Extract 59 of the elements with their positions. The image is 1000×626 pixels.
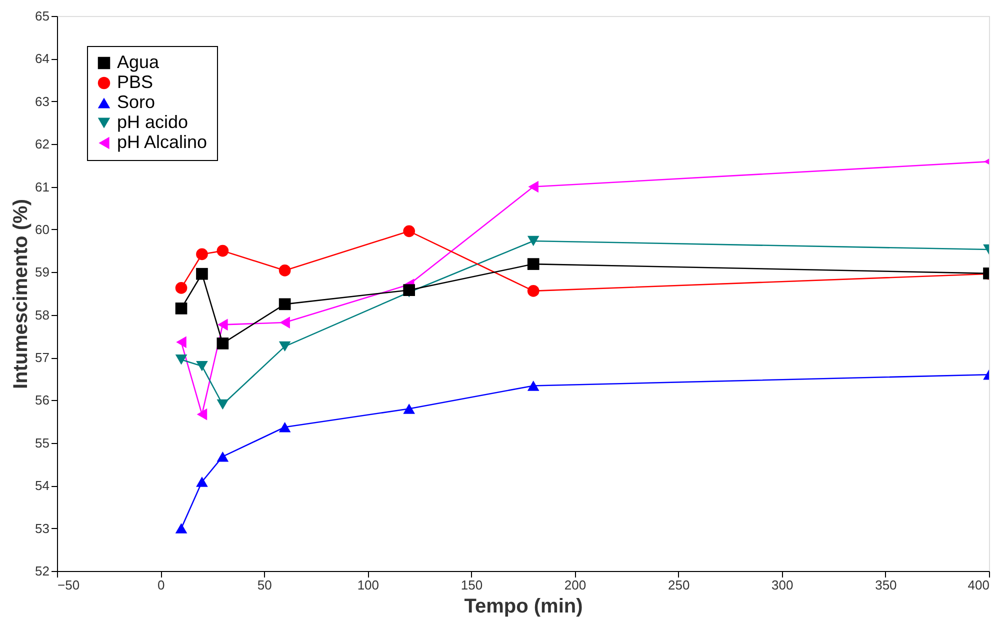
- point: [278, 264, 291, 276]
- y-tick-label: 57: [35, 350, 50, 366]
- x-tick-label: 100: [357, 578, 380, 592]
- x-axis-title: Tempo (min): [464, 596, 583, 618]
- point: [403, 404, 416, 414]
- point: [216, 338, 229, 350]
- point: [196, 408, 208, 420]
- point: [196, 268, 208, 280]
- point: [216, 451, 229, 462]
- y-tick-label: 59: [35, 264, 50, 280]
- x-tick-label: 250: [668, 578, 690, 592]
- legend-label: pH acido: [117, 112, 188, 132]
- point: [216, 399, 229, 410]
- legend-label: Soro: [117, 92, 156, 112]
- x-tick-label: 300: [772, 578, 794, 592]
- point: [175, 523, 188, 534]
- point: [280, 316, 290, 328]
- point: [196, 476, 208, 487]
- point: [278, 298, 291, 310]
- y-tick-label: 56: [35, 392, 50, 408]
- y-axis-title: Intumescimento (%): [10, 198, 32, 390]
- point: [528, 180, 538, 193]
- point: [196, 360, 208, 372]
- point: [527, 380, 540, 391]
- y-tick-label: 55: [35, 435, 50, 450]
- point: [527, 285, 540, 297]
- point: [216, 244, 229, 257]
- x-tick-label: 400: [968, 578, 990, 592]
- point: [218, 318, 228, 331]
- point: [403, 225, 416, 238]
- x-tick-label: 50: [257, 578, 272, 592]
- y-tick-label: 60: [35, 222, 50, 237]
- x-tick-label: −50: [58, 578, 80, 592]
- point: [175, 354, 188, 365]
- legend-label: PBS: [117, 72, 154, 92]
- x-tick-label: 150: [460, 578, 483, 592]
- y-tick-label: 64: [35, 51, 50, 66]
- point: [175, 282, 188, 294]
- y-tick-label: 62: [35, 136, 50, 152]
- x-tick-label: 0: [157, 578, 165, 592]
- point: [196, 248, 208, 260]
- y-tick-label: 61: [35, 179, 50, 194]
- y-tick-label: 54: [35, 478, 50, 494]
- point: [527, 236, 540, 246]
- x-tick-label: 200: [564, 578, 586, 592]
- y-tick-label: 53: [35, 520, 50, 536]
- point: [527, 258, 540, 270]
- y-tick-label: 52: [35, 564, 50, 578]
- y-tick-label: 65: [35, 8, 50, 24]
- y-tick-label: 63: [35, 94, 50, 109]
- y-tick-label: 58: [35, 307, 50, 322]
- point: [176, 336, 186, 348]
- x-tick-label: 350: [875, 578, 897, 592]
- point: [278, 422, 291, 432]
- point: [175, 302, 188, 314]
- legend-label: Agua: [117, 52, 160, 72]
- point: [278, 341, 291, 352]
- legend-label: pH Alcalino: [117, 132, 208, 152]
- point: [403, 284, 416, 296]
